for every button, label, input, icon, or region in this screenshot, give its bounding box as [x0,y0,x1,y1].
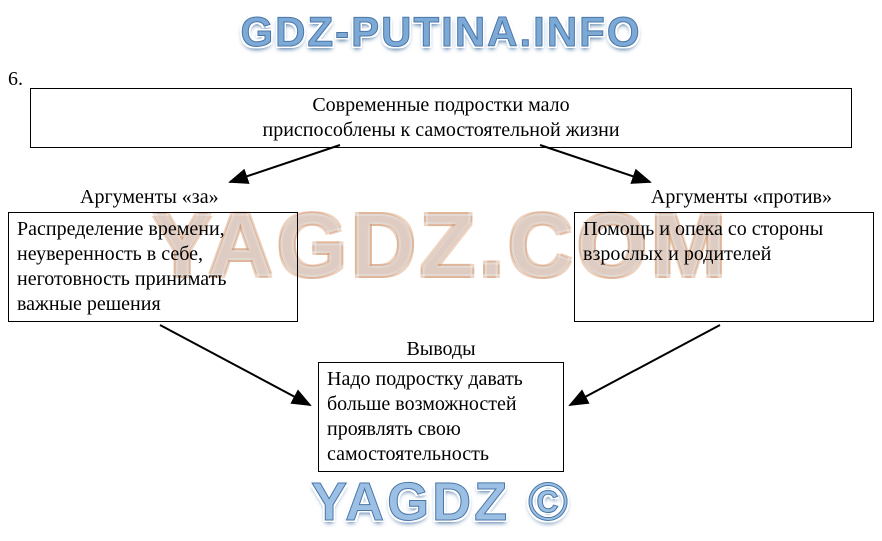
thesis-line2: приспособлены к самостоятельной жизни [262,119,619,141]
watermark-bottom: YAGDZ © [0,471,882,533]
conclusion-label: Выводы [0,338,882,361]
task-number: 6. [8,68,23,91]
thesis-line1: Современные подростки мало [312,94,569,116]
thesis-box: Современные подростки мало приспособлены… [30,88,852,148]
con-label: Аргументы «против» [651,186,832,209]
conclusion-box: Надо подростку давать больше возможносте… [318,362,564,472]
pro-box: Распределение времени, неуверенность в с… [8,212,298,322]
con-box: Помощь и опека со стороны взрослых и род… [574,212,874,322]
watermark-top: GDZ-PUTINA.INFO [0,8,882,56]
pro-label: Аргументы «за» [80,186,219,209]
